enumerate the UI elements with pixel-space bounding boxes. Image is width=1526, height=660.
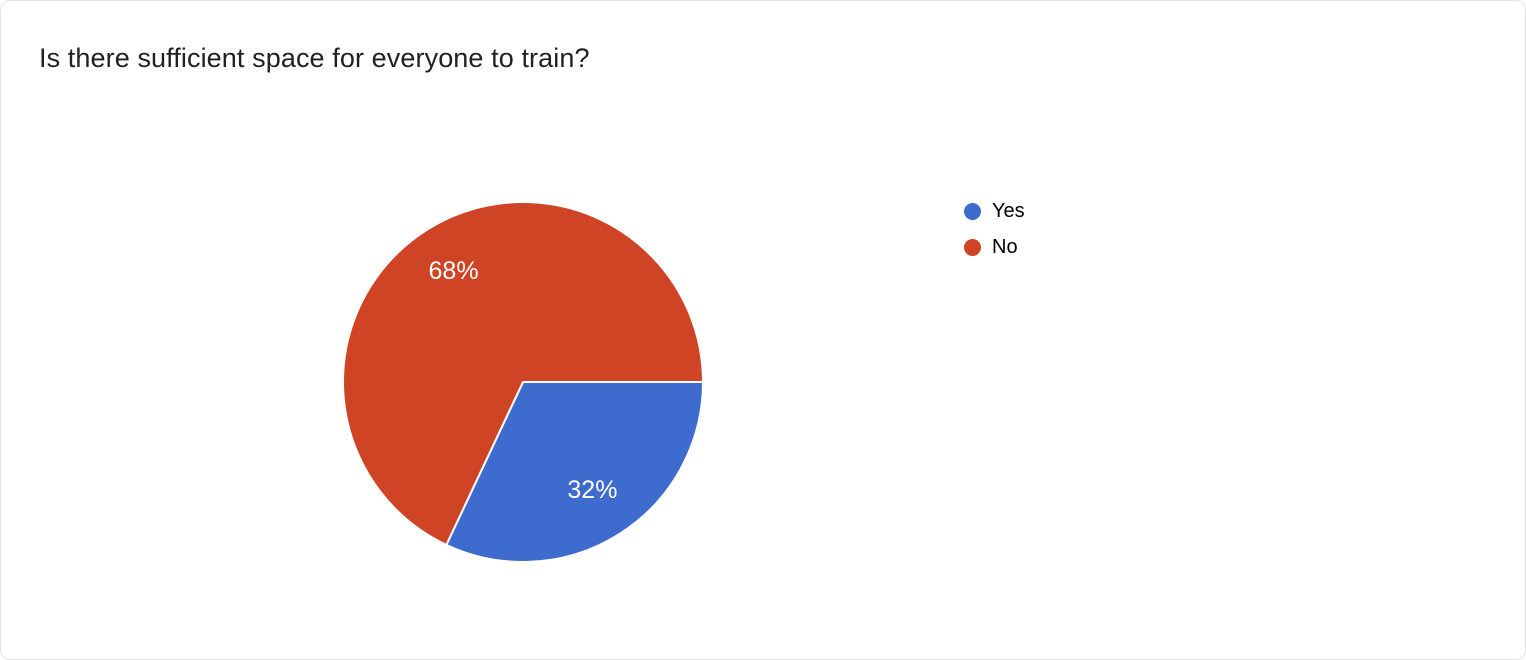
chart-legend: Yes No	[964, 200, 1025, 259]
pie-slice-yes	[445, 381, 704, 563]
pie-chart-svg: 32% 68%	[342, 201, 704, 563]
pie-slice-no	[342, 201, 704, 546]
pie-chart: 32% 68%	[293, 152, 753, 612]
legend-swatch-yes	[964, 203, 981, 220]
legend-item-yes: Yes	[964, 200, 1025, 223]
chart-title: Is there sufficient space for everyone t…	[39, 43, 590, 73]
legend-label-no: No	[992, 236, 1018, 258]
pie-slice-value-label: 32%	[567, 476, 617, 504]
pie-slice-value-label: 68%	[429, 257, 479, 285]
legend-swatch-no	[964, 239, 981, 256]
legend-item-no: No	[964, 236, 1025, 259]
legend-label-yes: Yes	[992, 200, 1025, 222]
